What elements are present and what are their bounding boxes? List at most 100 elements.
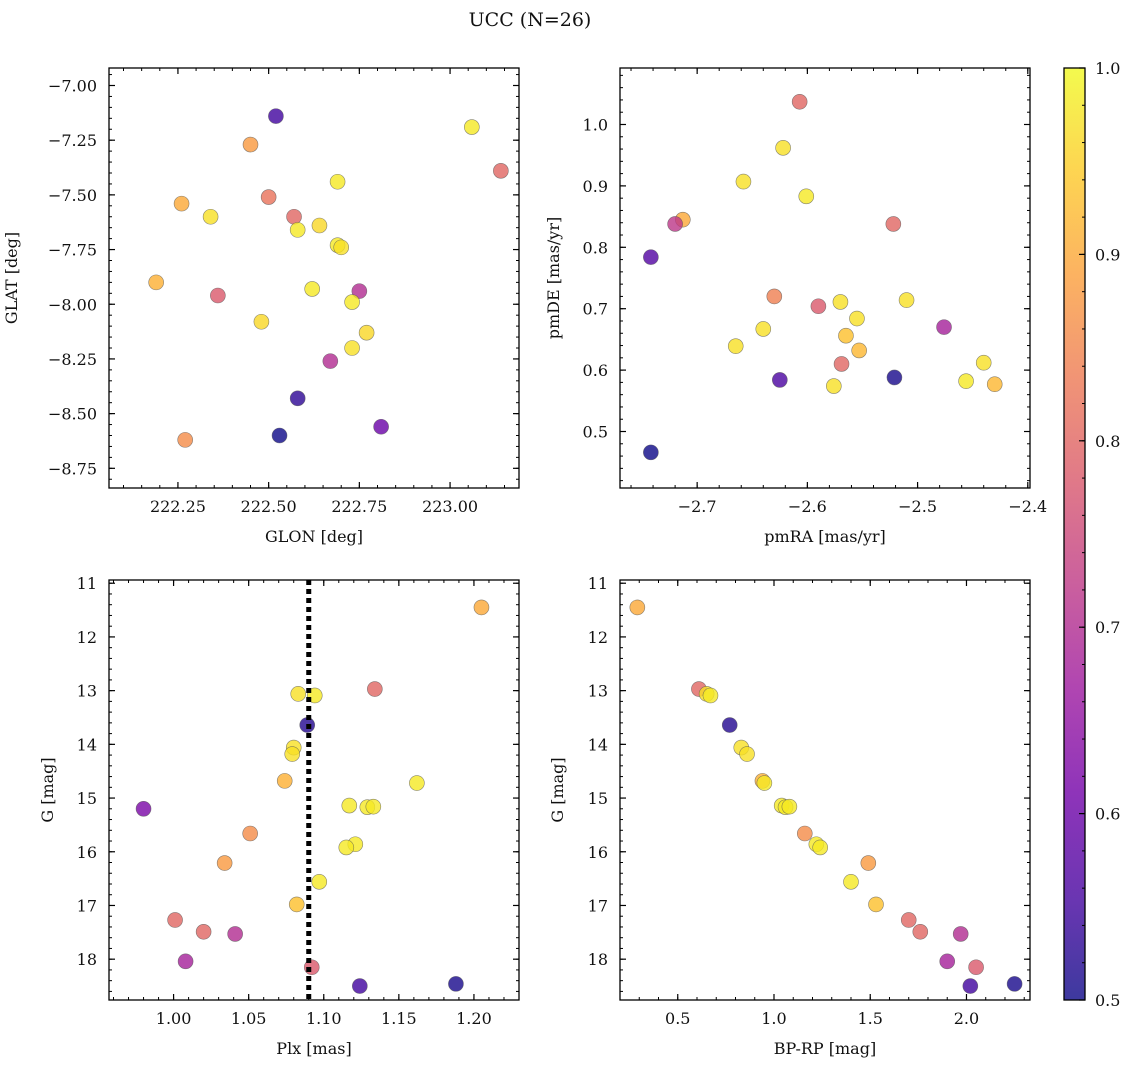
data-point [448, 976, 464, 992]
y-tick-label: −7.75 [48, 241, 97, 260]
data-point [755, 321, 772, 337]
y-tick-label: 18 [77, 950, 97, 969]
axes-frame [108, 67, 520, 489]
y-tick-label: 0.9 [583, 177, 608, 196]
y-axis-label: GLAT [deg] [2, 232, 21, 324]
y-axis-label: G [mag] [548, 757, 567, 822]
data-point [167, 912, 183, 928]
data-point [702, 687, 719, 704]
data-point [796, 825, 813, 842]
data-point [227, 926, 243, 942]
y-tick-label: 0.5 [583, 423, 608, 442]
data-point [473, 599, 490, 616]
data-point [177, 953, 194, 970]
data-point [344, 340, 360, 356]
axes-frame [619, 579, 1031, 1001]
data-point [288, 896, 305, 913]
data-point [975, 354, 992, 371]
y-tick-label: 17 [77, 896, 97, 915]
colorbar-tick-label: 0.6 [1095, 805, 1120, 824]
x-tick-label: 2.0 [954, 1009, 979, 1028]
data-point [939, 953, 956, 970]
data-point [629, 599, 646, 616]
y-tick-label: 14 [77, 735, 97, 754]
y-tick-label: −7.00 [48, 77, 97, 96]
data-point [344, 294, 360, 310]
data-point [352, 978, 368, 994]
x-axis-label: BP-RP [mag] [774, 1039, 876, 1058]
data-point [210, 287, 226, 304]
data-point [775, 140, 791, 156]
y-axis-label: G [mag] [38, 757, 57, 822]
data-point [289, 390, 306, 407]
y-tick-label: 11 [588, 574, 608, 593]
data-point [177, 432, 193, 448]
y-tick-label: 0.6 [583, 361, 608, 380]
data-point [1006, 976, 1023, 992]
colorbar-tick-label: 0.8 [1095, 432, 1120, 451]
colorbar: 0.5 0.6 0.7 0.8 0.9 1.0 [1063, 59, 1120, 1010]
x-tick-label: 1.10 [306, 1009, 342, 1028]
y-tick-label: −8.25 [48, 350, 97, 369]
data-point [260, 189, 277, 205]
y-tick-label: −7.25 [48, 131, 97, 150]
data-point [311, 874, 328, 890]
colorbar-tick-label: 0.5 [1095, 991, 1120, 1010]
data-point [253, 313, 270, 330]
x-tick-label: 1.20 [456, 1009, 492, 1028]
data-point [409, 775, 425, 791]
data-point [739, 746, 755, 762]
data-point [202, 208, 219, 225]
panel-proper-motion: −2.7 −2.6 −2.5 −2.4 0.5 0.6 0.7 0.8 0.9 1.0 pmRA [… [544, 67, 1047, 546]
data-point [885, 216, 902, 232]
colorbar-tick-label: 0.7 [1095, 618, 1120, 637]
y-tick-label: −8.50 [48, 405, 97, 424]
figure-title: UCC (N=26) [469, 9, 592, 31]
data-point [667, 216, 683, 232]
y-tick-label: 14 [588, 735, 608, 754]
data-point [727, 338, 744, 354]
y-tick-label: −8.75 [48, 459, 97, 478]
data-point [962, 978, 979, 994]
x-tick-label: 1.05 [231, 1009, 267, 1028]
x-tick-label: −2.6 [788, 497, 827, 516]
data-point [952, 926, 969, 942]
x-tick-label: −2.5 [898, 497, 937, 516]
data-point [493, 163, 509, 179]
x-axis-label: Plx [mas] [276, 1039, 351, 1058]
axes-frame [619, 67, 1031, 489]
colorbar-tick-label: 0.9 [1095, 245, 1120, 264]
data-point [886, 369, 903, 386]
data-point [958, 373, 974, 389]
panel-position: 222.25 222.50 222.75 223.00 −7.00 −7.25 −7.50 −… [2, 67, 520, 546]
data-point [276, 773, 293, 789]
x-tick-label: 223.00 [422, 497, 478, 516]
y-tick-label: 11 [77, 574, 97, 593]
data-point [968, 959, 984, 976]
x-tick-label: 1.0 [761, 1009, 786, 1028]
data-point [284, 746, 301, 762]
data-point [986, 376, 1003, 393]
data-point [868, 896, 884, 913]
y-tick-label: 12 [77, 628, 97, 647]
x-tick-label: 0.5 [665, 1009, 690, 1028]
data-point [373, 418, 389, 435]
y-tick-label: −7.50 [48, 186, 97, 205]
x-tick-label: 222.50 [241, 497, 297, 516]
data-point [329, 173, 346, 190]
data-point [322, 353, 339, 369]
colorbar-tick-label: 1.0 [1095, 59, 1120, 78]
data-point [367, 681, 383, 697]
data-point [358, 324, 375, 341]
data-points [643, 93, 1003, 461]
x-tick-label: 1.5 [858, 1009, 883, 1028]
data-point [464, 119, 480, 135]
y-tick-label: 0.7 [583, 300, 608, 319]
data-point [851, 342, 867, 359]
data-point [148, 274, 164, 291]
y-axis-label: pmDE [mas/yr] [544, 217, 563, 340]
data-point [289, 222, 306, 238]
data-point [812, 839, 828, 856]
data-points [148, 108, 509, 448]
data-point [173, 195, 190, 212]
